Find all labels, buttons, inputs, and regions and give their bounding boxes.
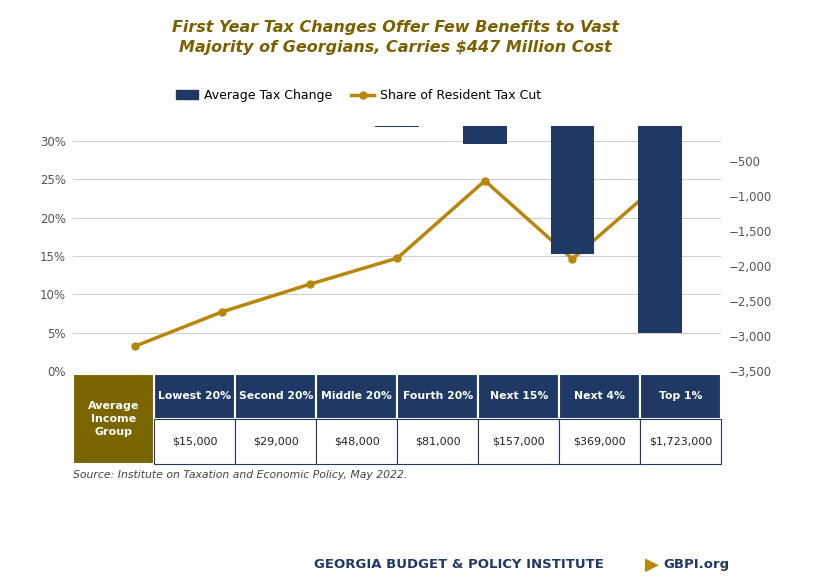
Text: $157,000: $157,000 [492,437,545,447]
Bar [641,419,721,464]
Text: Next 15%: Next 15% [490,391,548,401]
Bar [463,126,507,144]
Bar [638,126,682,333]
Text: Average
Income
Group: Average Income Group [88,401,139,437]
Bar [478,374,559,419]
Bar [559,419,641,464]
Bar [316,419,398,464]
Bar [376,126,419,127]
Text: Source: Institute on Taxation and Economic Policy, May 2022.: Source: Institute on Taxation and Econom… [73,470,408,480]
Text: $48,000: $48,000 [334,437,380,447]
Bar [478,419,559,464]
Text: First Year Tax Changes Offer Few Benefits to Vast
Majority of Georgians, Carries: First Year Tax Changes Offer Few Benefit… [172,20,619,55]
Legend: Average Tax Change, Share of Resident Tax Cut: Average Tax Change, Share of Resident Ta… [170,84,546,107]
Bar [559,374,641,419]
Bar [398,419,478,464]
Bar [398,374,478,419]
Bar [73,374,154,464]
Text: $15,000: $15,000 [172,437,218,447]
Text: Second 20%: Second 20% [239,391,313,401]
Text: $369,000: $369,000 [574,437,626,447]
Text: ▶: ▶ [645,555,659,573]
Text: Fourth 20%: Fourth 20% [403,391,473,401]
Text: Lowest 20%: Lowest 20% [158,391,231,401]
Text: $1,723,000: $1,723,000 [650,437,712,447]
Bar [236,374,316,419]
Bar [551,126,594,254]
Bar [236,419,316,464]
Text: Next 4%: Next 4% [575,391,625,401]
Text: Top 1%: Top 1% [659,391,703,401]
Bar [154,374,236,419]
Text: $29,000: $29,000 [253,437,299,447]
Bar [641,374,721,419]
Text: Middle 20%: Middle 20% [321,391,392,401]
Text: $81,000: $81,000 [415,437,460,447]
Bar [154,419,236,464]
Text: GEORGIA BUDGET & POLICY INSTITUTE: GEORGIA BUDGET & POLICY INSTITUTE [314,558,604,571]
Text: GBPI.org: GBPI.org [663,558,729,571]
Bar [316,374,398,419]
